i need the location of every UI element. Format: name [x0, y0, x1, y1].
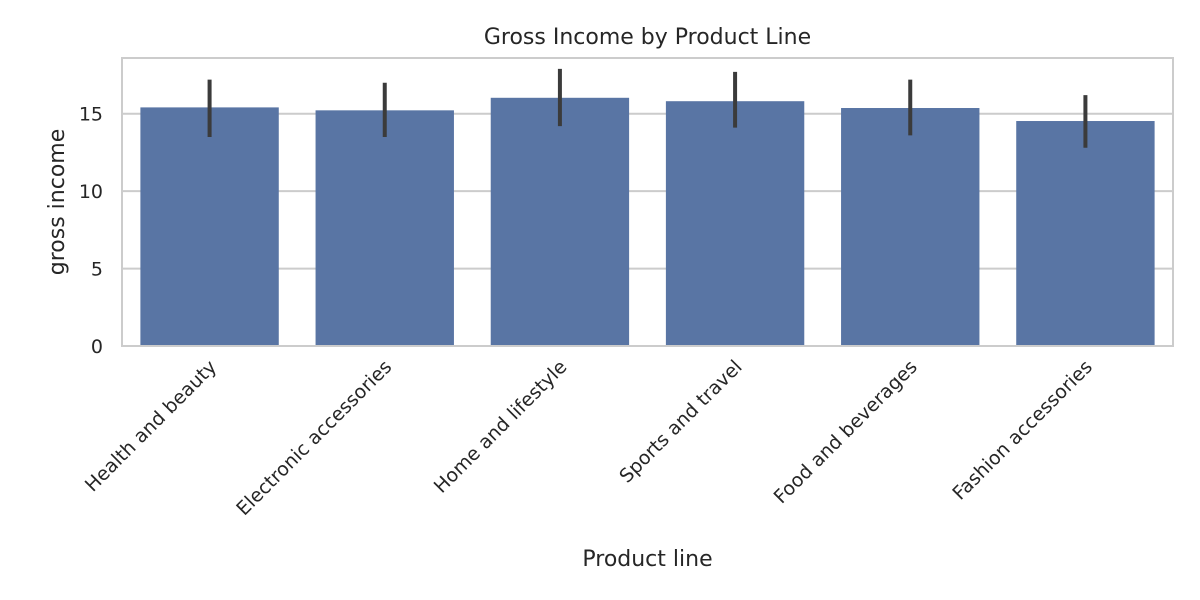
x-tick-label: Fashion accessories: [948, 356, 1097, 505]
bar: [841, 108, 980, 346]
x-tick-labels: Health and beauty Electronic accessories H…: [81, 356, 1097, 520]
bar: [490, 97, 630, 346]
x-tick-label: Health and beauty: [81, 356, 221, 496]
y-tick-label: 0: [91, 336, 103, 358]
y-tick-label: 10: [79, 181, 103, 203]
bar: [1016, 121, 1155, 347]
x-tick-label: Home and lifestyle: [430, 356, 572, 498]
errorbars-layer: [207, 68, 1088, 148]
plot-frame: [121, 57, 1174, 347]
chart-title: Gross Income by Product Line: [484, 25, 811, 50]
bars-layer: [140, 97, 1155, 347]
y-axis-label: gross income: [45, 129, 70, 275]
grid-layer: [122, 112, 1173, 270]
y-tick-label: 15: [79, 104, 103, 126]
x-tick-label: Electronic accessories: [232, 356, 396, 520]
y-tick-label: 5: [91, 259, 103, 281]
bar: [140, 107, 279, 346]
x-tick-label: Food and beverages: [770, 356, 922, 508]
x-tick-label: Sports and travel: [615, 356, 746, 487]
y-tick-labels: 0 5 10 15: [79, 104, 103, 358]
bar: [315, 110, 454, 347]
x-axis-label: Product line: [582, 547, 712, 572]
bar: [665, 101, 805, 346]
